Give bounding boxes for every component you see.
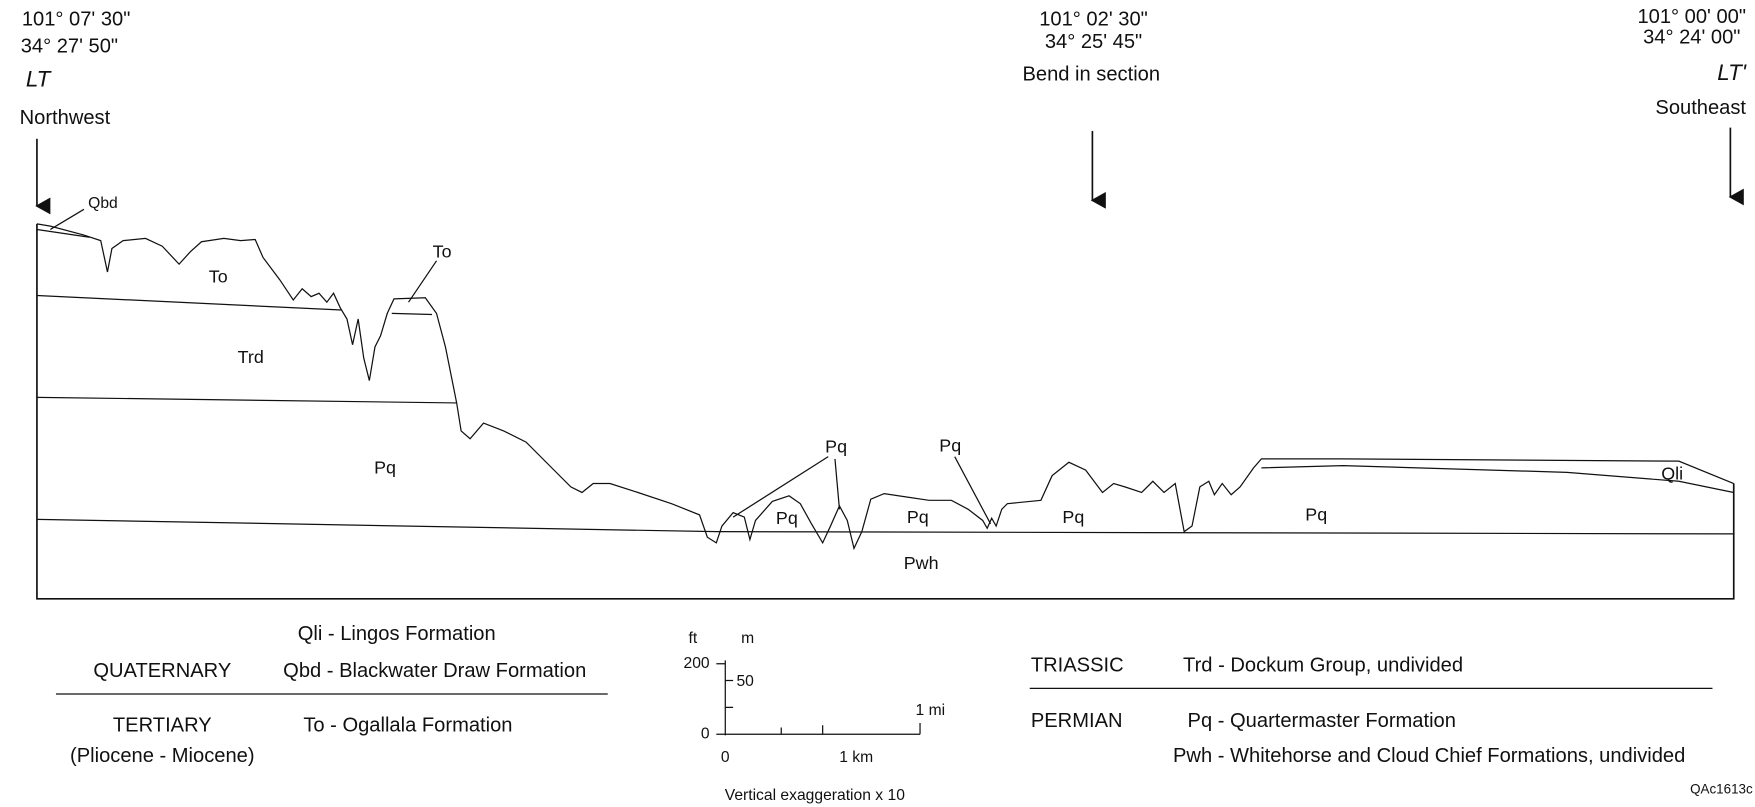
unit-label: Pq — [374, 458, 396, 478]
unit-label: Pq — [776, 508, 798, 528]
legend-era: PERMIAN — [1031, 710, 1123, 732]
scale-unit: ft — [688, 630, 697, 647]
cross-section-figure: 101° 07' 30" 34° 27' 50" LT Northwest 10… — [0, 0, 1755, 807]
unit-label: Pwh — [904, 553, 939, 573]
legend-age: (Pliocene - Miocene) — [70, 745, 255, 767]
section-end-label: LT — [26, 66, 52, 91]
legend-unit: Pq - Quartermaster Formation — [1188, 710, 1456, 732]
legend-unit: Pwh - Whitehorse and Cloud Chief Formati… — [1173, 745, 1685, 767]
legend-era: QUATERNARY — [93, 660, 231, 682]
longitude: 101° 02' 30" — [1039, 8, 1148, 30]
unit-label: Qbd — [88, 195, 118, 212]
contact — [37, 229, 90, 237]
longitude: 101° 00' 00" — [1637, 6, 1746, 28]
unit-label: Pq — [1305, 505, 1327, 525]
scale-bar — [716, 660, 920, 735]
latitude: 34° 24' 00" — [1643, 26, 1740, 48]
scale-label: 200 — [683, 655, 709, 672]
unit-label: Trd — [238, 347, 264, 367]
unit-label: To — [209, 266, 228, 286]
leader-line — [50, 209, 990, 524]
section-end-label: LT' — [1717, 60, 1746, 85]
ground-surface — [37, 224, 1734, 549]
contact — [37, 397, 457, 403]
unit-label: Pq — [939, 435, 961, 455]
figure-id: QAc1613c — [1690, 782, 1753, 797]
latitude: 34° 27' 50" — [21, 35, 118, 57]
scale-label: 1 km — [839, 749, 873, 766]
legend-era: TERTIARY — [113, 715, 212, 737]
unit-label: To — [433, 242, 452, 262]
legend-unit: To - Ogallala Formation — [303, 715, 512, 737]
legend-era: TRIASSIC — [1031, 654, 1124, 676]
scale-label: 0 — [701, 725, 710, 742]
direction: Northwest — [20, 107, 111, 129]
contact — [37, 519, 1734, 534]
unit-label: Qli — [1661, 463, 1683, 483]
section-frame — [37, 224, 1734, 599]
unit-label: Pq — [907, 507, 929, 527]
latitude: 34° 25' 45" — [1045, 31, 1142, 53]
scale-unit: m — [741, 630, 754, 647]
scale-label: 1 mi — [916, 702, 946, 719]
unit-label: Pq — [1062, 507, 1084, 527]
unit-label: Pq — [825, 436, 847, 456]
direction: Southeast — [1655, 97, 1746, 119]
longitude: 101° 07' 30" — [22, 8, 131, 30]
scale-note: Vertical exaggeration x 10 — [725, 787, 905, 804]
scale-label: 50 — [736, 673, 754, 690]
legend-unit: Qbd - Blackwater Draw Formation — [283, 660, 586, 682]
contact — [392, 313, 432, 314]
bend-label: Bend in section — [1022, 63, 1160, 85]
scale-label: 0 — [721, 749, 730, 766]
legend-unit: Trd - Dockum Group, undivided — [1183, 654, 1463, 676]
legend-unit: Qli - Lingos Formation — [298, 623, 496, 645]
